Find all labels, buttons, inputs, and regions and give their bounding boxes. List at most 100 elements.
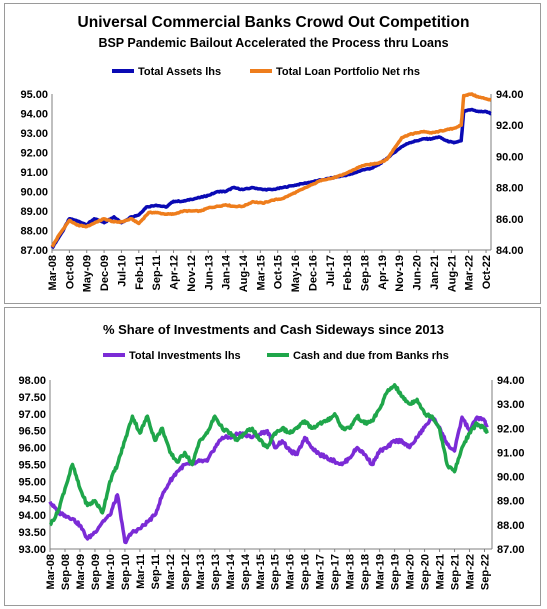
legend-label: Total Assets lhs [138,66,221,78]
x-tick-label: Mar-08 [47,255,59,290]
y-left-tick-label: 91.00 [20,167,48,179]
legend-label: Total Loan Portfolio Net rhs [276,66,420,78]
x-tick-label: Sep-16 [300,554,312,590]
x-tick-label: Jul-17 [325,255,337,287]
x-tick-label: Mar-14 [225,553,237,589]
x-tick-label: Dec-09 [99,255,111,291]
x-tick-label: Apr-19 [377,255,389,290]
x-tick-label: Mar-21 [435,554,447,589]
y-left-tick-label: 93.00 [18,544,46,556]
y-right-tick-label: 88.00 [497,520,525,532]
y-left-tick-label: 90.00 [20,187,48,199]
chart1-subtitle: BSP Pandemic Bailout Accelerated the Pro… [98,36,449,50]
x-tick-label: Sep-21 [450,554,462,590]
x-tick-label: Sep-14 [240,553,252,590]
x-tick-label: Mar-12 [165,554,177,589]
x-tick-label: Oct-22 [481,255,493,289]
x-tick-label: Mar-22 [464,255,476,290]
x-tick-label: Aug-21 [446,255,458,292]
y-left-tick-label: 94.50 [18,493,46,505]
x-tick-label: Sep-08 [60,554,72,590]
y-right-tick-label: 94.00 [496,89,524,101]
y-left-tick-label: 95.50 [18,460,46,472]
y-right-tick-label: 93.00 [497,399,525,411]
x-tick-label: Sep-12 [180,554,192,590]
y-left-tick-label: 87.00 [20,245,48,257]
y-left-tick-label: 92.00 [20,148,48,160]
x-tick-label: Mar-19 [375,554,387,589]
series-line-total-investments-lhs [48,415,489,545]
y-right-tick-label: 84.00 [496,245,524,257]
y-left-tick-label: 97.50 [18,392,46,404]
y-left-tick-label: 95.00 [20,89,48,101]
x-tick-label: Mar-11 [135,554,147,589]
x-tick-label: Mar-22 [465,554,477,589]
x-tick-label: Mar-16 [285,554,297,589]
y-right-tick-label: 92.00 [496,120,524,132]
y-left-tick-label: 96.00 [18,443,46,455]
x-tick-label: Sep-20 [420,554,432,590]
x-tick-label: Sep-13 [210,554,222,590]
y-right-tick-label: 90.00 [496,151,524,163]
y-right-tick-label: 89.00 [497,496,525,508]
chart2-title: % Share of Investments and Cash Sideways… [102,322,445,337]
x-tick-label: Sep-19 [390,554,402,590]
series-line-cash-and-due-from-banks-rhs [49,383,489,527]
x-tick-label: Sep-18 [360,255,372,291]
y-left-tick-label: 94.00 [20,109,48,121]
x-tick-label: Sep-11 [150,554,162,589]
x-tick-label: Apr-12 [169,255,181,290]
x-tick-label: Mar-13 [195,554,207,589]
x-tick-label: Aug-14 [238,254,250,292]
x-tick-label: Jan-21 [429,255,441,290]
x-tick-label: Dec-16 [307,255,319,291]
x-tick-label: Mar-20 [405,554,417,589]
x-tick-label: Oct-08 [64,255,76,289]
y-right-tick-label: 91.00 [497,447,525,459]
y-left-tick-label: 93.50 [18,527,46,539]
chart-panel-top [4,3,541,304]
y-right-tick-label: 88.00 [496,183,524,195]
y-left-tick-label: 94.00 [18,510,46,522]
y-right-tick-label: 86.00 [496,214,524,226]
x-tick-label: Nov-12 [186,255,198,292]
chart1-svg: 87.00 88.00 89.00 90.00 91.00 92.00 93.00 94.00… [20,66,524,292]
y-left-tick-label: 97.00 [18,409,46,421]
y-right-tick-label: 90.00 [497,472,525,484]
x-tick-label: Feb-11 [134,255,146,290]
x-tick-label: May-16 [290,255,302,292]
y-left-tick-label: 98.00 [18,375,46,387]
legend-label: Cash and due from Banks rhs [293,350,449,362]
x-tick-label: May-09 [82,255,94,292]
x-tick-label: Mar-18 [345,554,357,589]
x-tick-label: Mar-09 [75,554,87,589]
x-tick-label: Sep-10 [120,554,132,590]
y-right-tick-label: 87.00 [497,544,525,556]
y-right-tick-label: 92.00 [497,423,525,435]
y-left-tick-label: 96.50 [18,426,46,438]
legend-label: Total Investments lhs [129,350,241,362]
x-tick-label: Mar-08 [45,554,57,589]
x-tick-label: Sep-22 [480,554,492,590]
x-tick-label: Sep-09 [90,554,102,590]
x-tick-label: Nov-19 [394,255,406,292]
x-tick-label: Oct-15 [273,255,285,289]
x-tick-label: Sep-17 [330,554,342,590]
x-tick-label: Mar-17 [315,554,327,589]
x-tick-label: Jul-10 [116,255,128,287]
x-tick-label: Jan-14 [221,254,233,290]
x-tick-label: Sep-18 [360,554,372,590]
x-tick-label: Mar-15 [255,255,267,290]
x-tick-label: Jun-20 [412,255,424,290]
series-line-total-loan-portfolio-net-rhs [50,92,493,248]
x-tick-label: Feb-18 [342,255,354,290]
x-tick-label: Jun-13 [203,255,215,290]
x-tick-label: Sep-11 [151,255,163,290]
y-left-tick-label: 88.00 [20,226,48,238]
x-tick-label: Mar-10 [105,554,117,589]
x-tick-label: Sep-15 [270,554,282,590]
y-left-tick-label: 89.00 [20,206,48,218]
y-left-tick-label: 95.00 [18,476,46,488]
chart1-title: Universal Commercial Banks Crowd Out Com… [77,14,470,31]
